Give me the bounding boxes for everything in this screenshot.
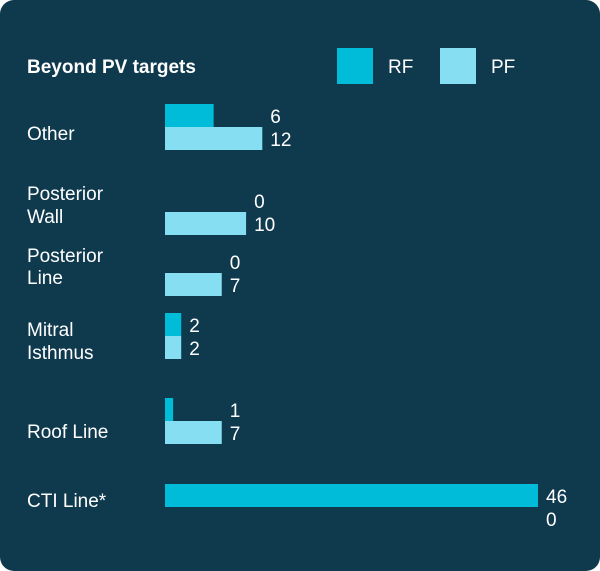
bars: [165, 104, 538, 507]
legend: RF PF: [337, 48, 515, 84]
value-label-rf: 0: [230, 253, 241, 274]
bar-rf: [165, 484, 538, 507]
value-label-rf: 0: [254, 192, 265, 213]
category-label: Roof Line: [27, 422, 108, 443]
value-label-pf: 12: [270, 130, 291, 151]
category-label: Posterior: [27, 246, 104, 267]
bar-pf: [165, 127, 263, 150]
category-label: Line: [27, 268, 63, 289]
category-label: Wall: [27, 207, 63, 228]
value-label-rf: 6: [270, 107, 281, 128]
value-label-pf: 2: [189, 339, 200, 360]
value-label-pf: 7: [230, 424, 241, 445]
value-label-rf: 46: [546, 487, 567, 508]
bar-pf: [165, 421, 222, 444]
legend-label-pf: PF: [491, 57, 515, 78]
bar-rf: [165, 104, 214, 127]
legend-swatch-rf: [337, 48, 373, 84]
category-label: Mitral: [27, 320, 73, 341]
legend-swatch-pf: [440, 48, 476, 84]
value-label-pf: 7: [230, 276, 241, 297]
category-label: Other: [27, 124, 75, 145]
bar-rf: [165, 398, 174, 421]
bar-pf: [165, 273, 222, 296]
bar-pf: [165, 212, 247, 235]
value-label-pf: 0: [546, 510, 557, 531]
legend-label-rf: RF: [388, 57, 413, 78]
value-label-rf: 1: [230, 401, 241, 422]
bar-rf: [165, 313, 182, 336]
category-label: CTI Line*: [27, 491, 107, 512]
value-label-rf: 2: [189, 316, 200, 337]
chart-title: Beyond PV targets: [27, 57, 196, 78]
category-labels: OtherPosteriorWallPosteriorLineMitralIst…: [27, 124, 108, 512]
category-label: Posterior: [27, 184, 104, 205]
value-label-pf: 10: [254, 215, 275, 236]
bar-pf: [165, 336, 182, 359]
category-label: Isthmus: [27, 343, 94, 364]
